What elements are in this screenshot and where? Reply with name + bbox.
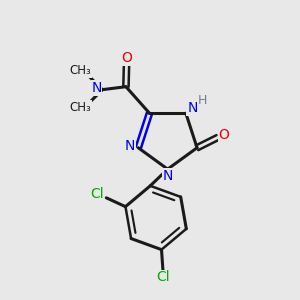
Text: H: H [197, 94, 207, 107]
Text: O: O [121, 51, 132, 65]
Text: Cl: Cl [156, 270, 170, 284]
Text: Cl: Cl [90, 187, 104, 201]
Text: N: N [187, 101, 197, 115]
Text: O: O [219, 128, 230, 142]
Text: N: N [91, 81, 102, 95]
Text: N: N [163, 169, 173, 183]
Text: CH₃: CH₃ [69, 101, 91, 114]
Text: CH₃: CH₃ [69, 64, 91, 77]
Text: N: N [125, 139, 135, 153]
